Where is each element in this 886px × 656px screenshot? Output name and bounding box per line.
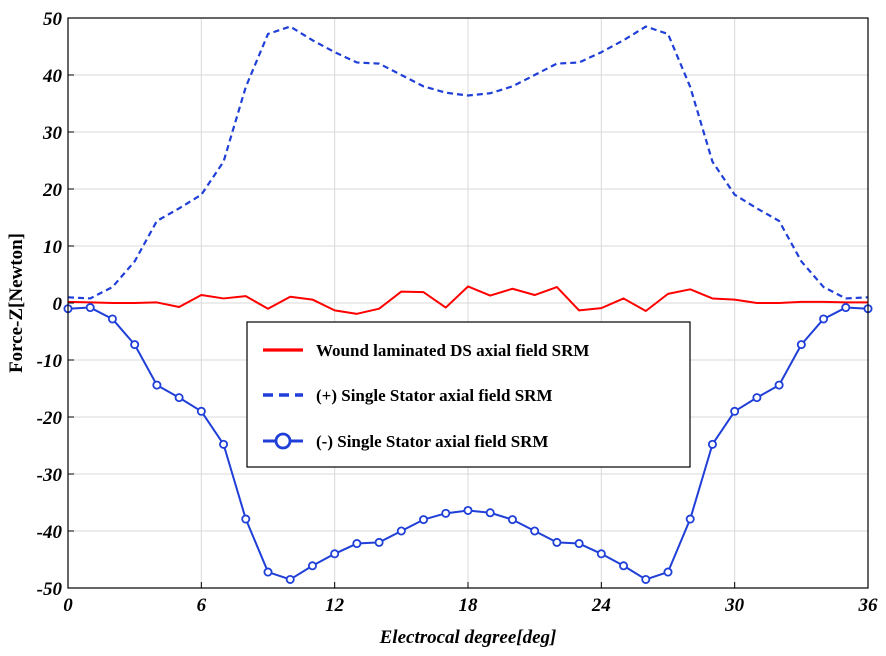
- series-3-point: [641, 574, 651, 584]
- series-3-point: [596, 549, 606, 559]
- y-tick-label: 0: [53, 294, 63, 315]
- legend-box: [246, 321, 691, 468]
- series-3-point: [174, 393, 184, 403]
- series-3-point: [507, 515, 517, 525]
- x-tick-label: 30: [724, 595, 745, 616]
- series-3-point: [307, 561, 317, 571]
- series-3-point: [574, 539, 584, 549]
- x-axis-label: Electrocal degree[deg]: [379, 627, 557, 648]
- series-3-point: [396, 526, 406, 536]
- y-tick-label: -50: [37, 579, 63, 600]
- series-3-point: [152, 380, 162, 390]
- series-3-point: [841, 303, 851, 313]
- x-tick-label: 0: [63, 595, 73, 616]
- y-tick-label: 20: [42, 180, 63, 201]
- series-3-point: [330, 549, 340, 559]
- series-3-point: [796, 340, 806, 350]
- x-tick-label: 18: [459, 595, 479, 616]
- series-3-point: [552, 537, 562, 547]
- legend-entry-1: Wound laminated DS axial field SRM: [316, 341, 589, 360]
- series-3-point: [441, 508, 451, 518]
- legend: Wound laminated DS axial field SRM (+) Si…: [246, 321, 691, 468]
- series-3-point: [663, 567, 673, 577]
- series-3-point: [485, 508, 495, 518]
- series-line-1: [67, 285, 868, 315]
- series-3-point: [374, 537, 384, 547]
- series-3-point: [419, 515, 429, 525]
- y-tick-label: -40: [37, 522, 63, 543]
- series-layer: [63, 25, 873, 584]
- series-3-point: [685, 514, 695, 524]
- legend-entry-2: (+) Single Stator axial field SRM: [316, 386, 553, 405]
- legend-marker: [274, 432, 292, 450]
- series-3-point: [85, 303, 95, 313]
- x-tick-label: 12: [325, 595, 345, 616]
- series-3-point: [219, 439, 229, 449]
- series-3-point: [774, 380, 784, 390]
- series-3-point: [819, 314, 829, 324]
- x-tick-label: 6: [197, 595, 207, 616]
- series-3-point: [463, 505, 473, 515]
- x-tick-label: 24: [591, 595, 611, 616]
- y-tick-label: 50: [43, 9, 63, 30]
- legend-entry-3: (-) Single Stator axial field SRM: [316, 432, 548, 451]
- y-tick-label: -20: [37, 408, 63, 429]
- series-3-point: [107, 314, 117, 324]
- series-3-point: [730, 406, 740, 416]
- tick-labels: 0 6 12 18 24 30 36 -50 -40 -30 -20 -10 0 10 20 30 40 50: [37, 9, 878, 616]
- series-3-point: [196, 406, 206, 416]
- series-3-point: [130, 340, 140, 350]
- y-tick-label: 30: [42, 123, 63, 144]
- series-3-point: [241, 514, 251, 524]
- series-3-point: [352, 539, 362, 549]
- y-tick-label: 10: [43, 237, 63, 258]
- y-tick-label: -10: [37, 351, 63, 372]
- series-3-point: [619, 561, 629, 571]
- series-3-point: [285, 574, 295, 584]
- x-tick-label: 36: [858, 595, 879, 616]
- y-tick-label: 40: [42, 66, 63, 87]
- series-3-point: [707, 439, 717, 449]
- series-3-point: [263, 567, 273, 577]
- y-tick-label: -30: [37, 465, 63, 486]
- series-3-point: [530, 526, 540, 536]
- series-line-2: [67, 25, 869, 300]
- series-3-point: [752, 393, 762, 403]
- y-axis-label: Force-Z[Newton]: [6, 233, 27, 373]
